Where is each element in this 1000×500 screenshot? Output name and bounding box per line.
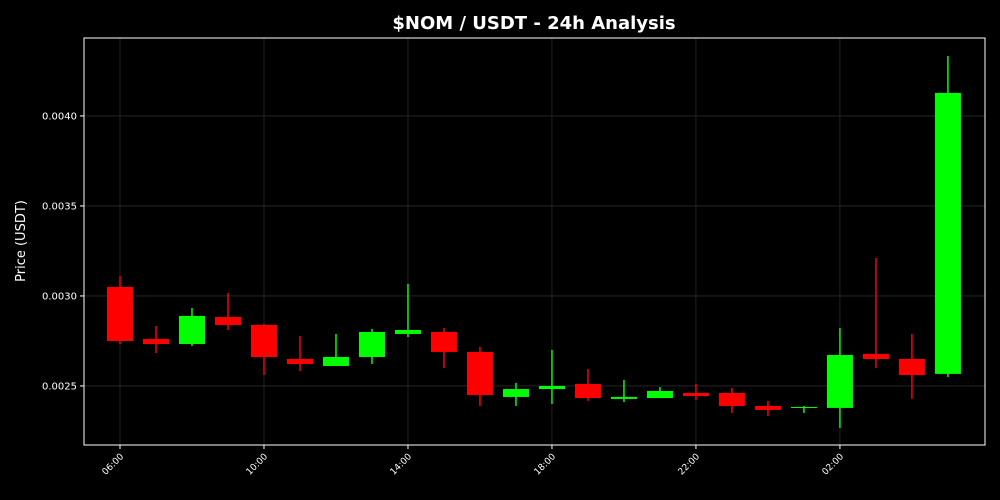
candle-body [286, 358, 313, 364]
candle-body [862, 353, 889, 359]
y-tick-label: 0.0035 [42, 201, 77, 212]
plot-frame [83, 37, 986, 446]
candle-body [358, 331, 385, 357]
candle-body [790, 407, 817, 409]
candle-body [466, 351, 493, 395]
candle-body [610, 396, 637, 399]
candle-body [430, 331, 457, 352]
candle-body [574, 383, 601, 399]
candle-body [106, 286, 133, 341]
candle-body [826, 354, 853, 408]
candle-body [502, 389, 529, 397]
y-axis-label: Price (USDT) [14, 200, 29, 282]
y-tick-label: 0.0040 [42, 111, 77, 122]
candle-body [394, 329, 421, 334]
candle-body [538, 385, 565, 390]
chart-title: $NOM / USDT - 24h Analysis [392, 13, 675, 34]
candle-body [718, 392, 745, 406]
candle-body [682, 392, 709, 397]
y-tick-label: 0.0025 [42, 381, 77, 392]
candle-body [754, 405, 781, 410]
candle-body [322, 356, 349, 366]
y-tick-label: 0.0030 [42, 291, 77, 302]
candle-body [214, 317, 241, 325]
candle-body [178, 315, 205, 345]
candle-body [646, 390, 673, 399]
candle-body [898, 358, 925, 375]
candle-body [250, 324, 277, 357]
candle-body [142, 338, 169, 345]
candle-body [934, 92, 961, 374]
